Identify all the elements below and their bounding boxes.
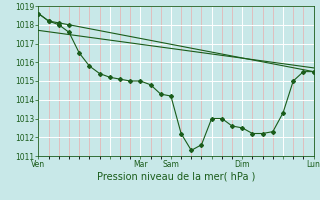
X-axis label: Pression niveau de la mer( hPa ): Pression niveau de la mer( hPa )	[97, 172, 255, 182]
